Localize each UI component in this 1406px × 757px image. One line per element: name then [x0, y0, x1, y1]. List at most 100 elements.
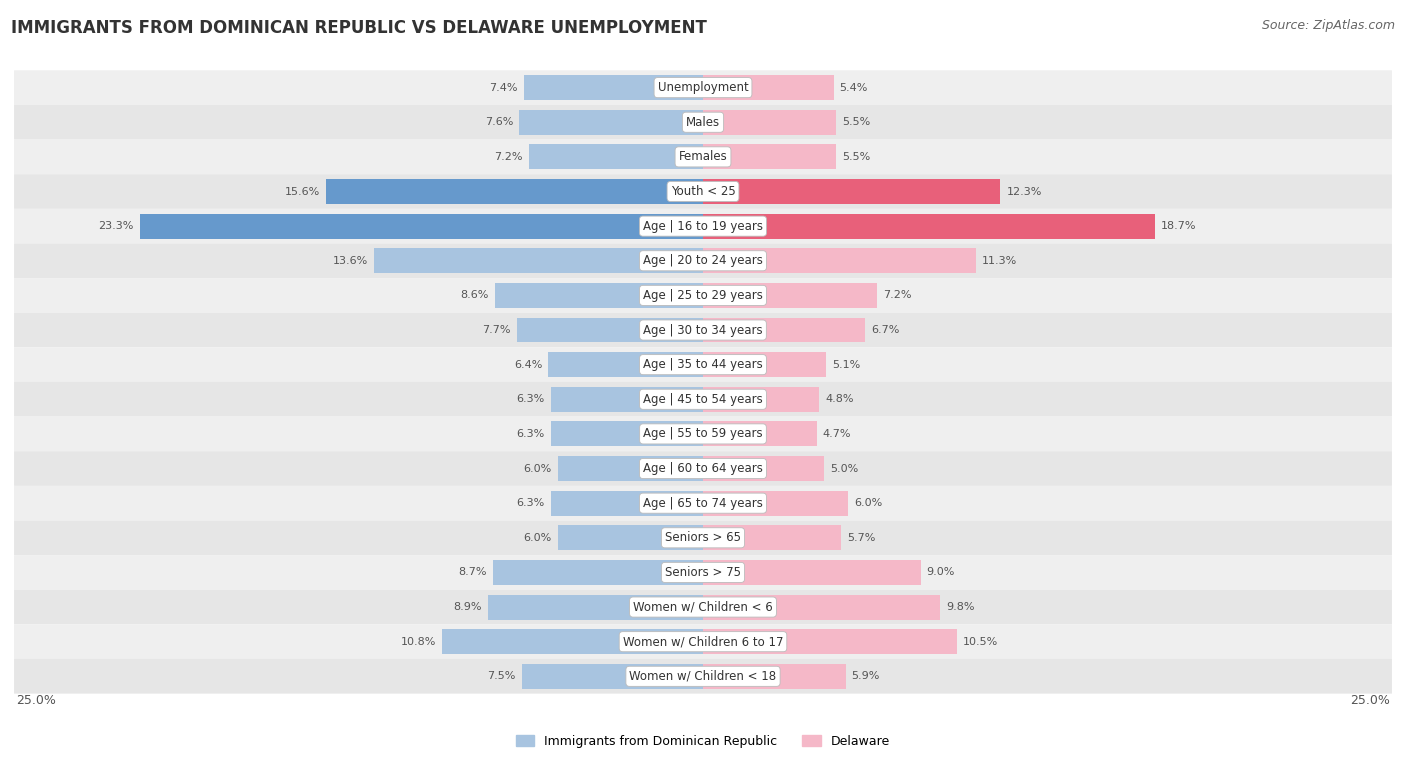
Text: 11.3%: 11.3%	[983, 256, 1018, 266]
Text: Women w/ Children < 18: Women w/ Children < 18	[630, 670, 776, 683]
Text: Seniors > 65: Seniors > 65	[665, 531, 741, 544]
Text: 5.4%: 5.4%	[839, 83, 868, 92]
Bar	[558, 456, 703, 481]
Text: 8.7%: 8.7%	[458, 568, 486, 578]
FancyBboxPatch shape	[14, 555, 1392, 590]
Text: Age | 20 to 24 years: Age | 20 to 24 years	[643, 254, 763, 267]
Bar	[522, 664, 703, 689]
FancyBboxPatch shape	[14, 278, 1392, 313]
FancyBboxPatch shape	[14, 625, 1392, 659]
Bar	[517, 317, 703, 342]
Text: Age | 55 to 59 years: Age | 55 to 59 years	[643, 428, 763, 441]
Text: 15.6%: 15.6%	[284, 186, 319, 197]
Text: Age | 16 to 19 years: Age | 16 to 19 years	[643, 220, 763, 232]
Text: 7.2%: 7.2%	[883, 291, 911, 301]
Bar	[139, 213, 703, 238]
FancyBboxPatch shape	[14, 209, 1392, 244]
Bar	[558, 525, 703, 550]
Text: 5.5%: 5.5%	[842, 152, 870, 162]
Bar	[551, 491, 703, 516]
Bar	[524, 75, 703, 100]
Text: 25.0%: 25.0%	[17, 694, 56, 707]
Text: 5.1%: 5.1%	[832, 360, 860, 369]
Text: 5.7%: 5.7%	[846, 533, 875, 543]
Text: 13.6%: 13.6%	[333, 256, 368, 266]
Text: 7.4%: 7.4%	[489, 83, 517, 92]
FancyBboxPatch shape	[14, 416, 1392, 451]
Text: 4.8%: 4.8%	[825, 394, 853, 404]
Bar	[703, 317, 865, 342]
Bar	[548, 352, 703, 377]
Text: 7.7%: 7.7%	[482, 325, 510, 335]
Bar	[441, 629, 703, 654]
Bar	[703, 248, 976, 273]
Text: Seniors > 75: Seniors > 75	[665, 566, 741, 579]
Bar	[551, 422, 703, 447]
FancyBboxPatch shape	[14, 486, 1392, 521]
FancyBboxPatch shape	[14, 451, 1392, 486]
Text: IMMIGRANTS FROM DOMINICAN REPUBLIC VS DELAWARE UNEMPLOYMENT: IMMIGRANTS FROM DOMINICAN REPUBLIC VS DE…	[11, 19, 707, 37]
Text: 23.3%: 23.3%	[98, 221, 134, 231]
FancyBboxPatch shape	[14, 659, 1392, 693]
Bar	[703, 491, 848, 516]
Bar	[703, 525, 841, 550]
FancyBboxPatch shape	[14, 347, 1392, 382]
Text: 10.5%: 10.5%	[963, 637, 998, 646]
Text: 5.0%: 5.0%	[830, 463, 858, 474]
Bar	[703, 456, 824, 481]
Bar	[488, 594, 703, 619]
FancyBboxPatch shape	[14, 382, 1392, 416]
Text: 7.2%: 7.2%	[495, 152, 523, 162]
Text: 4.7%: 4.7%	[823, 429, 851, 439]
FancyBboxPatch shape	[14, 105, 1392, 139]
FancyBboxPatch shape	[14, 139, 1392, 174]
Text: Females: Females	[679, 151, 727, 164]
Text: 8.6%: 8.6%	[461, 291, 489, 301]
Text: 9.8%: 9.8%	[946, 602, 974, 612]
Text: 6.4%: 6.4%	[513, 360, 543, 369]
FancyBboxPatch shape	[14, 244, 1392, 278]
Text: Women w/ Children < 6: Women w/ Children < 6	[633, 600, 773, 614]
Text: Women w/ Children 6 to 17: Women w/ Children 6 to 17	[623, 635, 783, 648]
Text: 7.6%: 7.6%	[485, 117, 513, 127]
Text: Source: ZipAtlas.com: Source: ZipAtlas.com	[1261, 19, 1395, 32]
Text: Age | 65 to 74 years: Age | 65 to 74 years	[643, 497, 763, 509]
Bar	[703, 75, 834, 100]
Text: 12.3%: 12.3%	[1007, 186, 1042, 197]
Bar	[374, 248, 703, 273]
Text: 18.7%: 18.7%	[1161, 221, 1197, 231]
Text: Age | 60 to 64 years: Age | 60 to 64 years	[643, 462, 763, 475]
Bar	[703, 664, 845, 689]
Text: 10.8%: 10.8%	[401, 637, 436, 646]
Text: 9.0%: 9.0%	[927, 568, 955, 578]
Legend: Immigrants from Dominican Republic, Delaware: Immigrants from Dominican Republic, Dela…	[510, 730, 896, 753]
Text: 6.7%: 6.7%	[870, 325, 900, 335]
Bar	[703, 145, 837, 170]
FancyBboxPatch shape	[14, 590, 1392, 625]
Bar	[703, 213, 1156, 238]
FancyBboxPatch shape	[14, 521, 1392, 555]
Bar	[703, 283, 877, 308]
Bar	[492, 560, 703, 585]
Bar	[703, 110, 837, 135]
Bar	[703, 179, 1000, 204]
Bar	[495, 283, 703, 308]
Bar	[326, 179, 703, 204]
Bar	[551, 387, 703, 412]
Bar	[519, 110, 703, 135]
Text: 25.0%: 25.0%	[1350, 694, 1389, 707]
Text: Age | 25 to 29 years: Age | 25 to 29 years	[643, 289, 763, 302]
FancyBboxPatch shape	[14, 70, 1392, 105]
Text: 6.0%: 6.0%	[523, 463, 553, 474]
Text: Males: Males	[686, 116, 720, 129]
FancyBboxPatch shape	[14, 313, 1392, 347]
Bar	[703, 422, 817, 447]
Text: Age | 30 to 34 years: Age | 30 to 34 years	[643, 323, 763, 337]
Bar	[529, 145, 703, 170]
Text: Unemployment: Unemployment	[658, 81, 748, 94]
Text: 6.3%: 6.3%	[516, 394, 544, 404]
Text: 5.5%: 5.5%	[842, 117, 870, 127]
Text: 7.5%: 7.5%	[488, 671, 516, 681]
Text: 6.3%: 6.3%	[516, 429, 544, 439]
Text: Age | 35 to 44 years: Age | 35 to 44 years	[643, 358, 763, 371]
